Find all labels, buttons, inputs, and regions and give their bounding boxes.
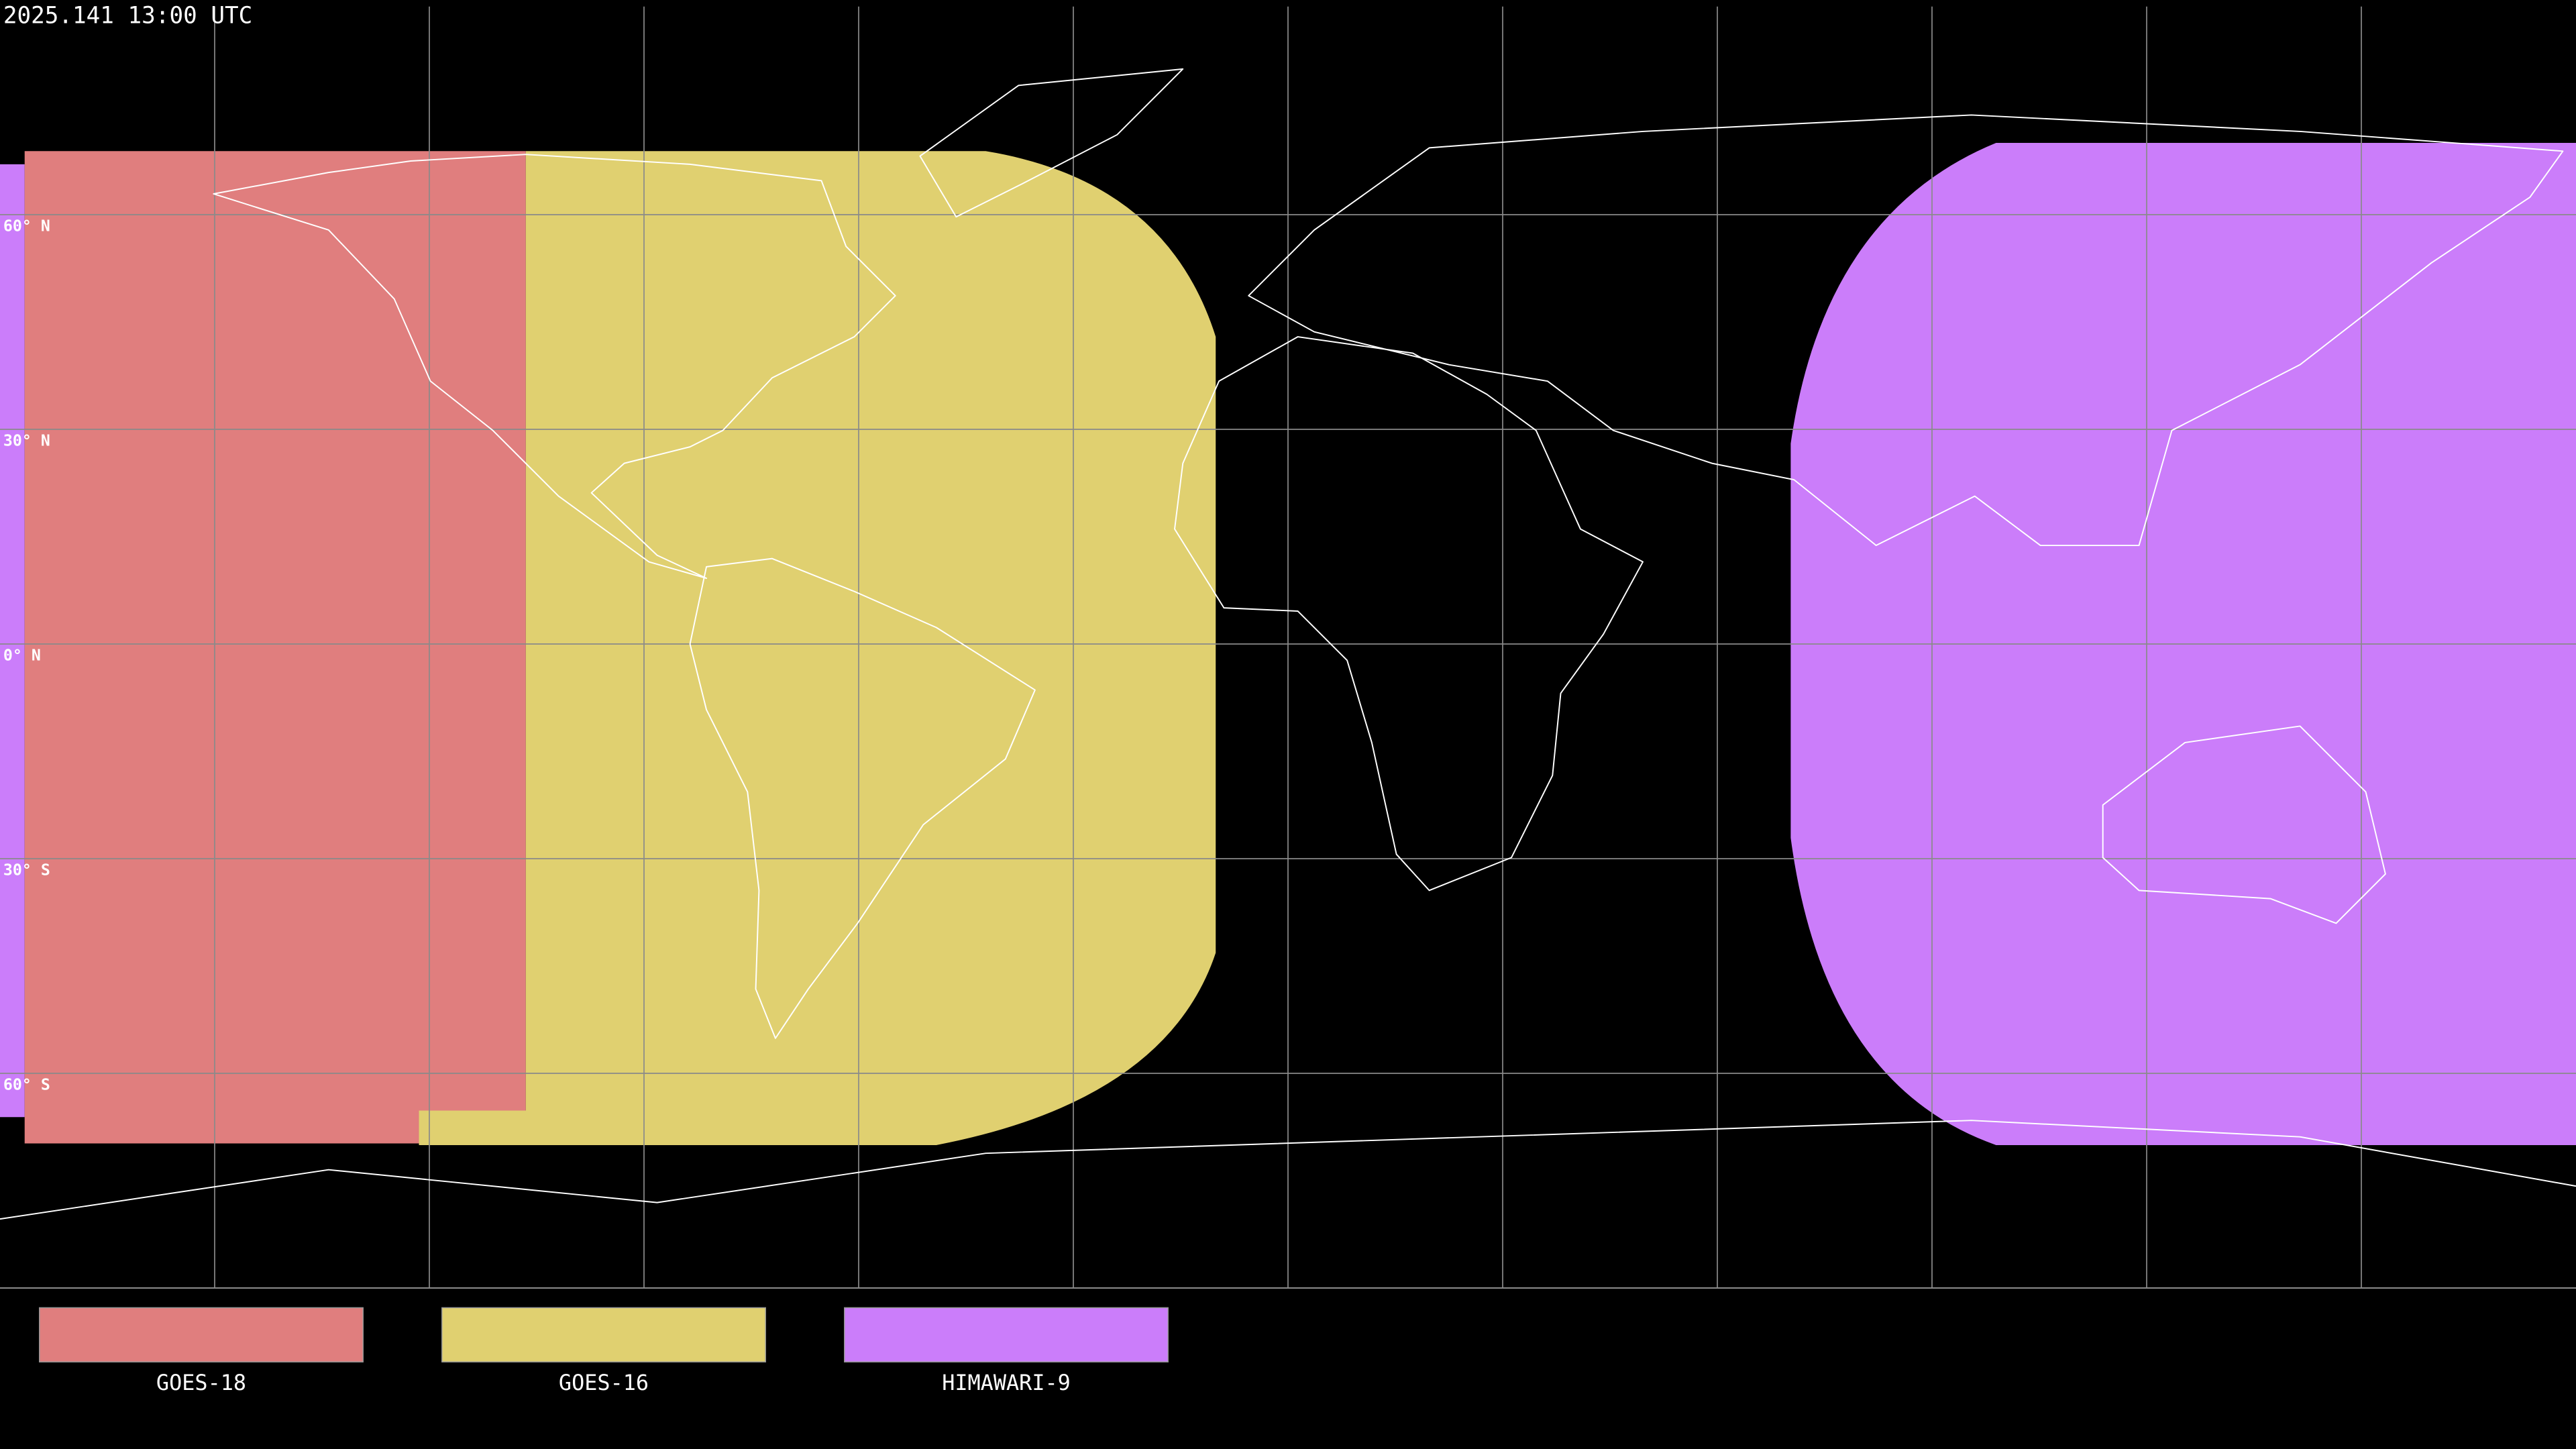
latitude-label: 30° N	[3, 431, 50, 449]
latitude-label: 0° N	[3, 646, 41, 664]
legend-swatch	[844, 1307, 1169, 1362]
coastlines	[0, 68, 2576, 1220]
north-america	[213, 154, 896, 580]
legend-swatch	[441, 1307, 766, 1362]
graticule	[0, 6, 2576, 1288]
legend-swatch	[39, 1307, 364, 1362]
australia	[2102, 725, 2386, 924]
legend-label: GOES-16	[559, 1370, 649, 1395]
latitude-label: 60° N	[3, 217, 50, 235]
latitude-labels: 60° N 30° N 0° N 30° S 60° S	[3, 217, 50, 1093]
latitude-label: 30° S	[3, 861, 50, 879]
eurasia	[1248, 114, 2564, 547]
legend: GOES-18 GOES-16 HIMAWARI-9	[39, 1307, 1169, 1395]
goes-18-coverage	[24, 151, 526, 1144]
goes-16-coverage	[419, 151, 1216, 1145]
south-america	[689, 557, 1036, 1039]
timestamp: 2025.141 13:00 UTC	[3, 2, 252, 29]
greenland	[919, 68, 1184, 218]
legend-label: HIMAWARI-9	[942, 1370, 1071, 1395]
latitude-label: 60° S	[3, 1075, 50, 1093]
africa	[1174, 336, 1644, 892]
antarctica	[0, 1120, 2576, 1220]
legend-label: GOES-18	[156, 1370, 246, 1395]
